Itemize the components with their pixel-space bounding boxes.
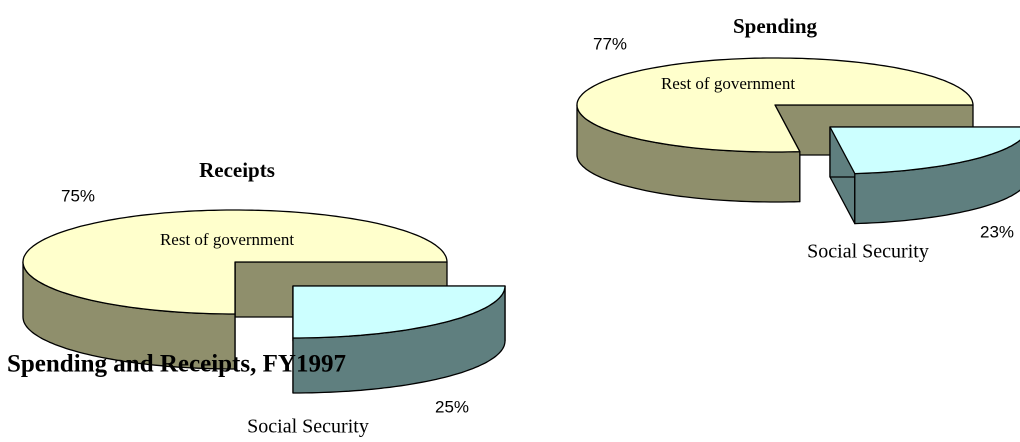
category-label: Social Security [247, 416, 369, 438]
slice-top [576, 57, 974, 153]
category-label: Rest of government [160, 230, 294, 249]
category-label: Rest of government [661, 74, 795, 93]
pie-slice [829, 126, 1020, 225]
pie-slice [292, 285, 506, 394]
slice-top [829, 126, 1020, 175]
category-label: Social Security [807, 241, 929, 263]
pie-title: Receipts [199, 158, 275, 182]
value-label: 75% [61, 186, 95, 205]
value-label: 23% [980, 222, 1014, 241]
value-label: 25% [435, 397, 469, 416]
pie-slice [576, 57, 974, 203]
slice-top [22, 209, 448, 315]
value-label: 77% [593, 34, 627, 53]
chart-title: Spending and Receipts, FY1997 [7, 351, 346, 378]
slice-top [292, 285, 506, 339]
pie-title: Spending [733, 14, 818, 38]
